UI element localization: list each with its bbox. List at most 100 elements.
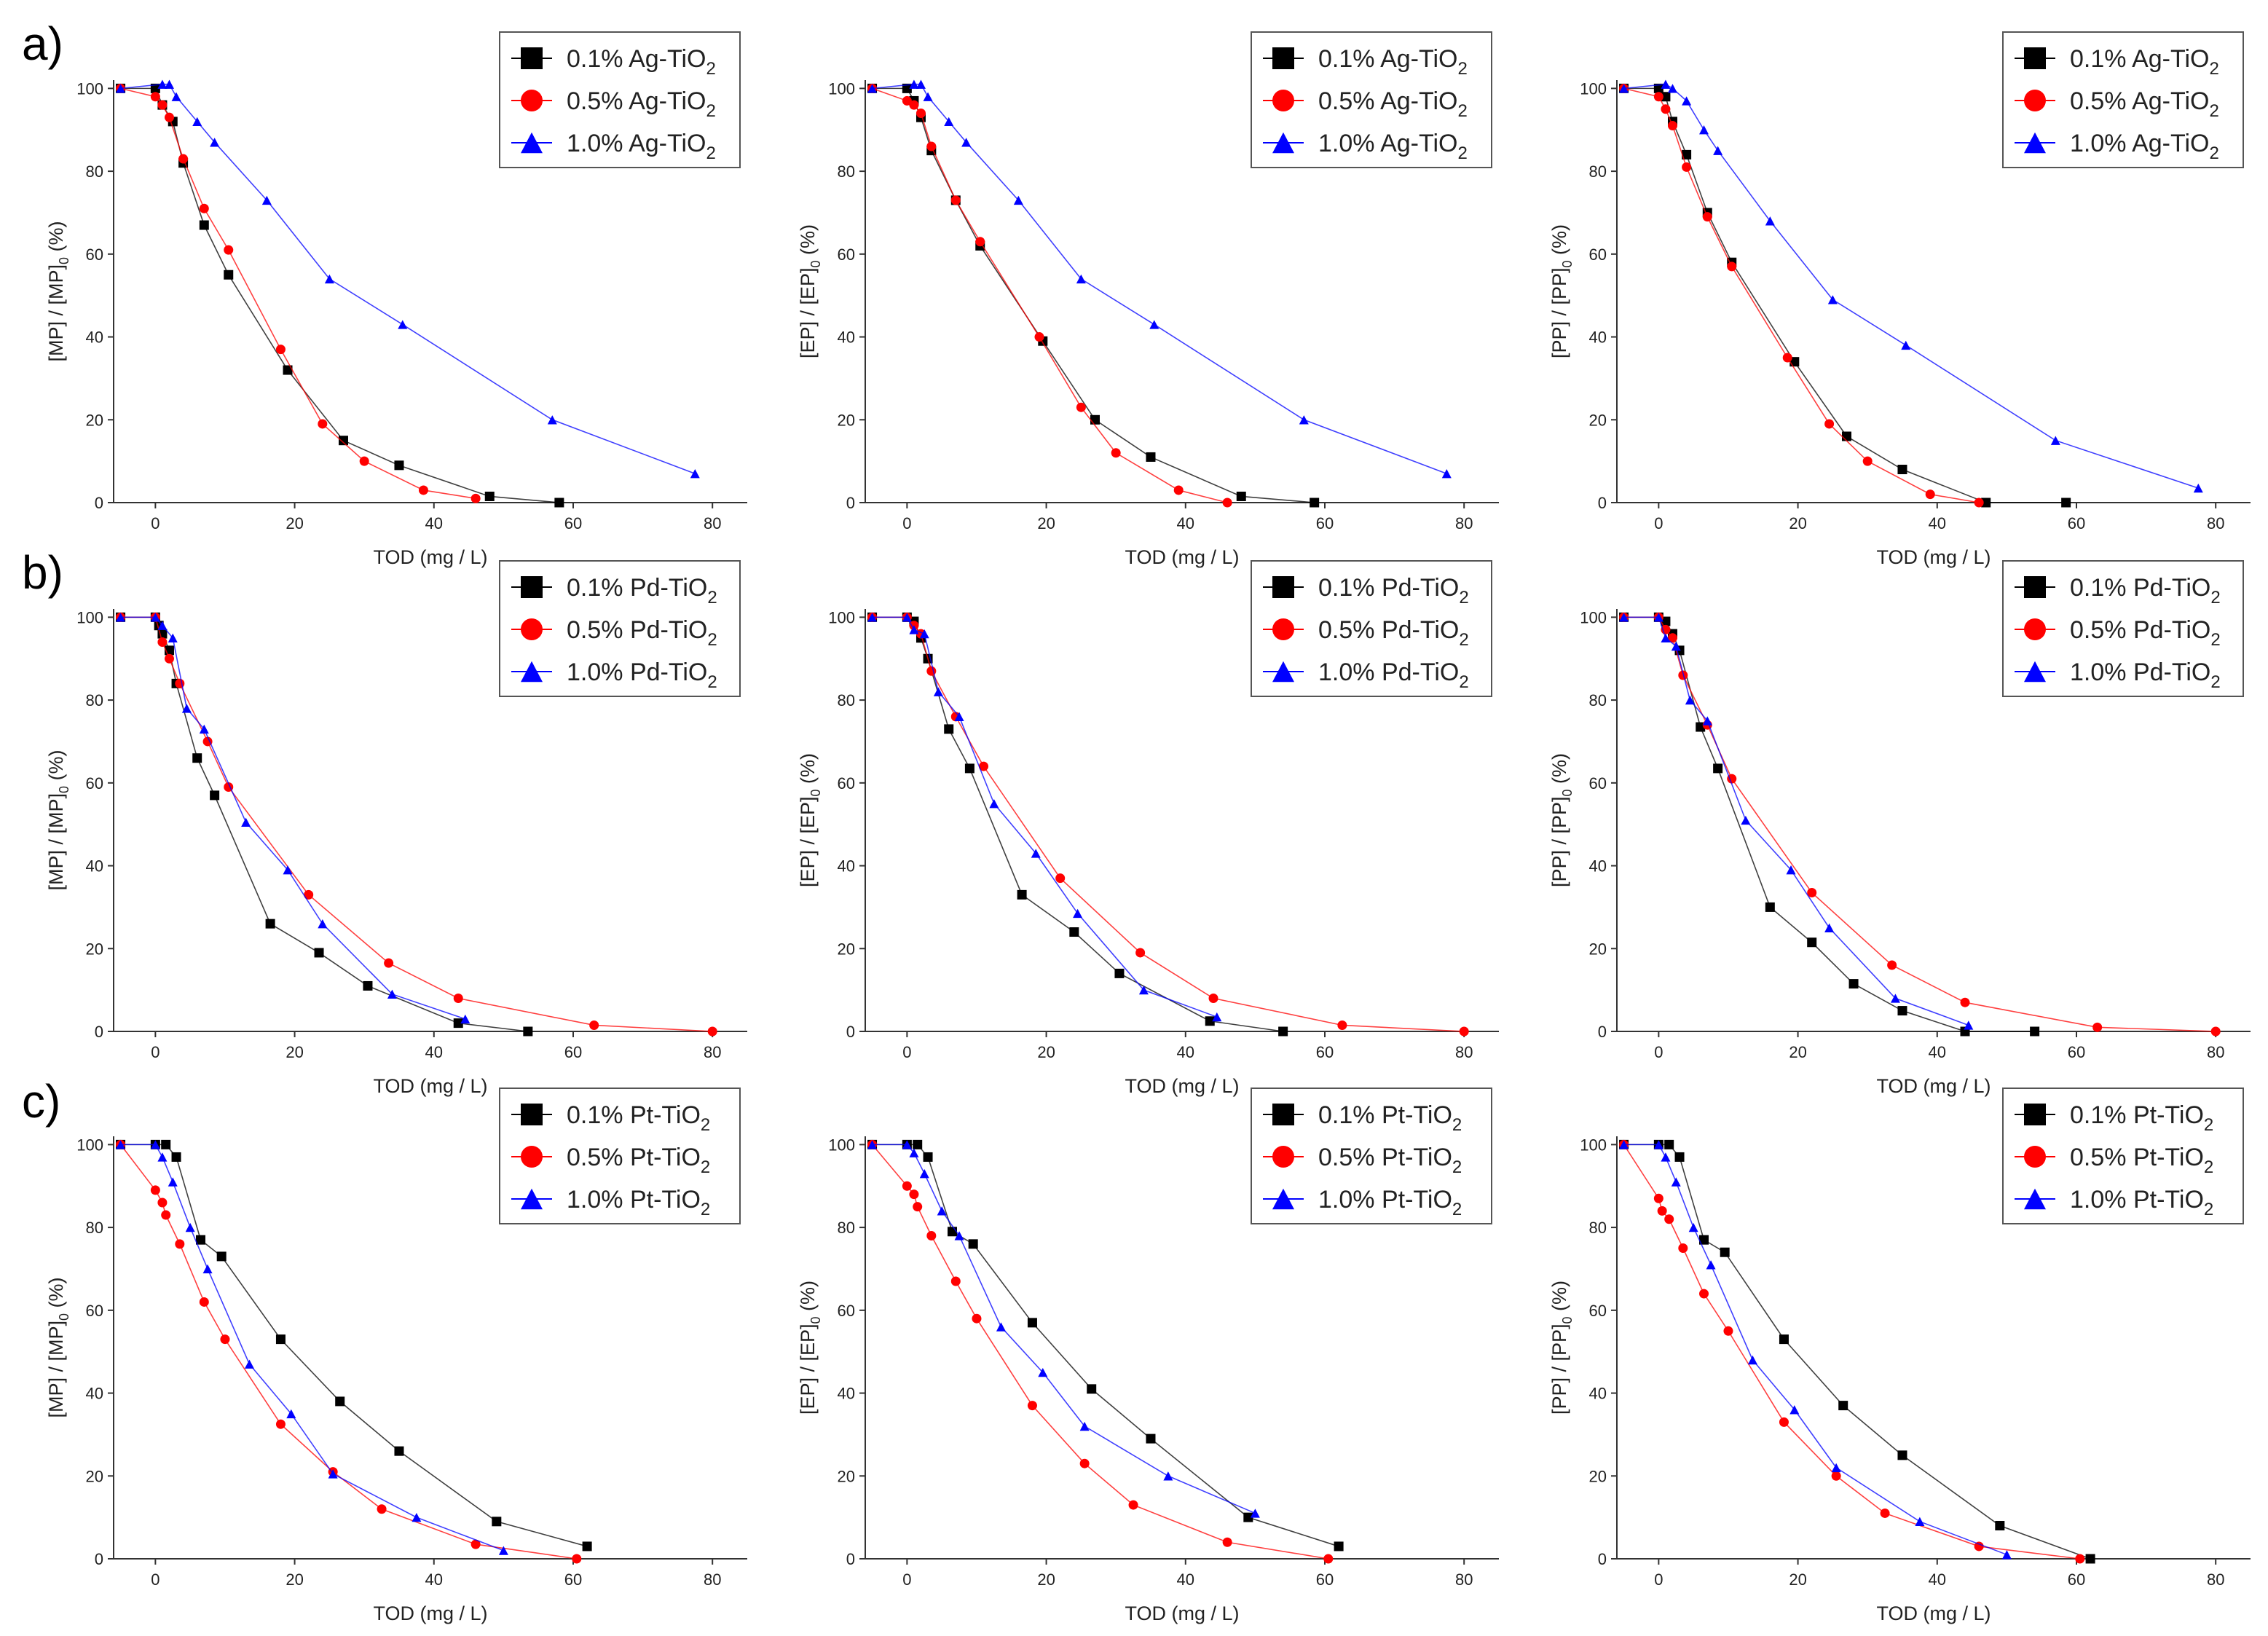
y-tick-label: 100 [76, 1136, 103, 1154]
data-point-3 [867, 613, 878, 622]
y-axis-label-unit: (%) [797, 1281, 819, 1317]
data-point-2 [1880, 1508, 1890, 1518]
data-point-3 [210, 138, 220, 147]
legend-label-subscript: 2 [2204, 1115, 2213, 1135]
legend-label-2: 0.5% Pt-TiO2 [2070, 1144, 2213, 1177]
legend-label-main: 0.5% Pd-TiO [567, 616, 707, 644]
y-tick-label: 20 [86, 1467, 103, 1485]
x-tick-label: 60 [1316, 1043, 1334, 1061]
data-point-1 [1699, 1235, 1709, 1245]
data-point-1 [554, 498, 564, 508]
data-point-2 [950, 195, 961, 205]
data-point-3 [690, 469, 700, 479]
x-tick-label: 60 [564, 1043, 582, 1061]
data-point-1 [913, 1139, 923, 1149]
data-point-1 [216, 1251, 227, 1262]
series-line-3 [872, 616, 1218, 1018]
data-point-3 [1013, 195, 1023, 205]
data-point-2 [1782, 353, 1792, 363]
y-tick-label: 100 [1580, 1136, 1607, 1154]
y-tick-label: 80 [838, 691, 855, 709]
y-axis-label: [EP] / [EP]0 (%) [797, 224, 823, 358]
legend-marker-2 [521, 90, 543, 111]
data-point-1 [1897, 1006, 1907, 1016]
legend-label-3: 1.0% Pd-TiO2 [567, 658, 717, 692]
legend-label-main: 0.1% Pt-TiO [567, 1101, 701, 1129]
legend-label-3: 1.0% Pd-TiO2 [2070, 658, 2221, 692]
y-tick-label: 100 [1580, 79, 1607, 98]
legend-marker-1 [521, 1104, 543, 1125]
legend-marker-3 [1272, 661, 1294, 683]
y-tick-label: 20 [838, 1467, 855, 1485]
data-point-3 [1076, 274, 1086, 284]
legend-label-2: 0.5% Pd-TiO2 [2070, 616, 2221, 650]
data-point-3 [181, 704, 192, 713]
data-point-1 [1205, 1016, 1215, 1026]
data-point-3 [1653, 1140, 1663, 1149]
data-point-2 [909, 100, 919, 110]
legend-marker-1 [2024, 576, 2046, 598]
legend-marker-2 [1272, 1146, 1294, 1168]
x-tick-label: 60 [2068, 514, 2085, 532]
data-point-3 [1138, 985, 1149, 995]
legend-marker-3 [521, 661, 543, 683]
data-point-3 [944, 117, 954, 127]
y-tick-label: 0 [95, 494, 103, 512]
data-point-2 [275, 345, 286, 355]
series-line-2 [872, 87, 1228, 503]
x-axis-label: TOD (mg / L) [1876, 1602, 1991, 1624]
series-line-3 [120, 1144, 504, 1552]
legend-label-subscript: 2 [701, 1115, 710, 1135]
legend-label-1: 0.1% Ag-TiO2 [567, 45, 716, 79]
data-point-1 [582, 1541, 592, 1552]
data-point-2 [470, 1539, 481, 1549]
data-point-2 [304, 889, 314, 900]
data-point-3 [1079, 1421, 1090, 1431]
data-point-2 [1862, 456, 1873, 466]
legend-label-2: 0.5% Pt-TiO2 [567, 1144, 710, 1177]
data-point-1 [1243, 1512, 1253, 1522]
data-point-2 [1079, 1458, 1090, 1468]
x-tick-label: 80 [704, 1570, 721, 1589]
data-point-2 [1128, 1500, 1138, 1510]
data-point-2 [157, 100, 168, 110]
y-tick-label: 60 [86, 1302, 103, 1320]
data-point-2 [175, 678, 185, 688]
legend-label-2: 0.5% Ag-TiO2 [1318, 87, 1468, 121]
data-point-1 [157, 629, 168, 639]
y-tick-label: 100 [1580, 608, 1607, 626]
data-point-2 [975, 237, 985, 247]
data-point-2 [572, 1554, 582, 1564]
legend-marker-3 [1272, 132, 1294, 154]
legend-label-main: 0.1% Pt-TiO [2070, 1101, 2204, 1129]
legend-label-subscript: 2 [1457, 101, 1467, 121]
data-point-2 [178, 154, 189, 164]
legend-marker-3 [521, 132, 543, 154]
data-point-2 [470, 493, 481, 503]
legend-label-main: 1.0% Pt-TiO [1318, 1186, 1452, 1214]
data-point-2 [164, 112, 174, 122]
y-tick-label: 0 [95, 1550, 103, 1568]
data-point-3 [1619, 84, 1629, 93]
y-tick-label: 0 [846, 494, 855, 512]
data-point-1 [1995, 1521, 2005, 1531]
data-point-2 [1027, 1401, 1037, 1411]
data-point-1 [1682, 149, 1692, 160]
legend-label-main: 1.0% Pt-TiO [567, 1186, 701, 1214]
y-tick-label: 100 [76, 79, 103, 98]
data-point-3 [328, 1469, 338, 1479]
data-point-3 [867, 1140, 878, 1149]
legend-label-subscript: 2 [2204, 1200, 2213, 1219]
y-tick-label: 0 [1598, 1550, 1607, 1568]
data-point-1 [150, 83, 160, 93]
x-tick-label: 60 [564, 514, 582, 532]
legend-label-main: 0.1% Pd-TiO [1318, 574, 1459, 602]
legend-label-subscript: 2 [2209, 143, 2218, 163]
y-tick-label: 80 [1589, 162, 1607, 181]
legend-label-main: 0.5% Ag-TiO [1318, 87, 1457, 115]
